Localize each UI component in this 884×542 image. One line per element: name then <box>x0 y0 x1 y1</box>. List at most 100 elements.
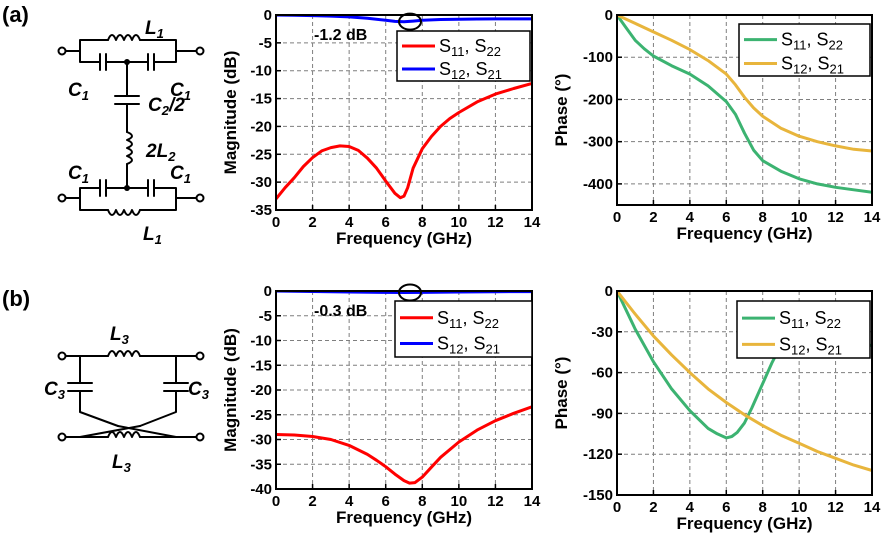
terminal-icon <box>195 46 205 56</box>
label-shunt-cap: C2/2 <box>148 95 185 118</box>
y-tick-label: -100 <box>583 49 613 66</box>
annotation-marker <box>398 12 422 31</box>
series-line-reflection <box>617 15 872 194</box>
wire <box>64 187 198 199</box>
x-tick-label: 14 <box>524 493 541 510</box>
x-tick-label: 10 <box>451 214 468 231</box>
y-tick-label: -300 <box>583 134 613 151</box>
x-tick-label: 12 <box>487 493 504 510</box>
terminal-icon <box>195 432 205 442</box>
terminal-icon <box>57 193 67 203</box>
label-shunt-ind: 2L2 <box>145 141 176 164</box>
x-tick-label: 14 <box>524 214 541 231</box>
x-tick-label: 12 <box>487 214 504 231</box>
y-tick-label: -35 <box>250 202 272 219</box>
terminal-icon <box>195 351 205 361</box>
y-tick-label: -60 <box>591 365 613 382</box>
legend-label-part: 22 <box>827 316 841 331</box>
y-tick-label: -150 <box>583 487 613 504</box>
panel-label-a: (a) <box>2 2 29 27</box>
x-axis-title: Frequency (GHz) <box>676 224 812 243</box>
circuit-a: L1 C1 C1 C2/2 2L2 C1 C1 L1 <box>57 18 205 247</box>
label-bottom-inductor: L1 <box>143 224 162 247</box>
legend-label-part: , S <box>805 308 827 328</box>
x-tick-label: 4 <box>686 499 695 516</box>
x-tick-label: 4 <box>345 493 354 510</box>
legend-label-part: , S <box>465 36 487 56</box>
inductor-icon <box>107 34 141 41</box>
y-tick-label: -15 <box>250 357 272 374</box>
legend-label: S11, S22 <box>781 30 843 53</box>
x-tick-label: 0 <box>613 499 621 516</box>
legend-label-part: , S <box>805 334 827 354</box>
inductor-icon <box>107 209 141 216</box>
label-cap-right: C1 <box>170 80 191 103</box>
label-cap-left: C1 <box>68 80 89 103</box>
label-cap-right-b: C3 <box>188 379 210 402</box>
annotation-label: -0.3 dB <box>314 303 367 320</box>
plot-frame <box>616 14 873 206</box>
legend-label-part: S <box>437 334 449 354</box>
y-tick-label: 0 <box>605 283 613 300</box>
legend-label-part: , S <box>807 30 829 50</box>
terminal-icon <box>57 432 67 442</box>
terminal-icon <box>57 46 67 56</box>
magnitude-chart-b: 0 2 4 6 8 10 12 14 0 -5 -10 -15 -20 -25 -30 -35 -40 Frequ… <box>221 283 541 527</box>
x-axis-title: Frequency (GHz) <box>676 514 812 533</box>
legend-label-part: 21 <box>486 342 500 357</box>
x-tick-label: 2 <box>649 209 657 226</box>
y-tick-label: -20 <box>250 118 272 135</box>
label-cap-right-2: C1 <box>170 163 191 186</box>
legend-label-part: , S <box>465 59 487 79</box>
inductor-icon <box>107 431 141 438</box>
series-line-reflection <box>276 405 532 485</box>
x-tick-label: 4 <box>686 209 695 226</box>
legend-label-part: 12 <box>451 67 465 82</box>
x-tick-label: 12 <box>827 209 844 226</box>
legend-box <box>738 23 871 77</box>
y-axis-title: Phase (°) <box>552 74 571 147</box>
x-axis-title: Frequency (GHz) <box>336 508 472 527</box>
y-tick-label: -40 <box>250 481 272 498</box>
legend-label-part: 21 <box>830 62 844 77</box>
label-cap-left-2: C1 <box>68 163 89 186</box>
x-tick-label: 2 <box>308 493 316 510</box>
legend-label: S12, S21 <box>439 59 502 82</box>
legend-label-part: S <box>439 59 451 79</box>
wire <box>79 197 177 211</box>
y-tick-label: -200 <box>583 91 613 108</box>
wire <box>79 355 177 427</box>
x-tick-label: 8 <box>759 209 767 226</box>
circuit-b: L3 C3 C3 L3 <box>44 324 210 475</box>
phase-chart-a: 0 2 4 6 8 10 12 14 0 -100 -200 -300 -400 Frequency (G… <box>552 7 881 243</box>
y-tick-label: -20 <box>250 382 272 399</box>
x-tick-label: 14 <box>864 499 881 516</box>
plot-frame <box>616 290 873 496</box>
x-tick-label: 12 <box>827 499 844 516</box>
x-tick-label: 10 <box>791 499 808 516</box>
y-tick-label: 0 <box>264 283 272 300</box>
legend-label: S12, S21 <box>779 334 842 357</box>
y-tick-label: -25 <box>250 146 272 163</box>
annotation-label: -1.2 dB <box>314 27 367 44</box>
capacitor-icon <box>99 179 107 197</box>
series-line-transmission <box>617 15 872 153</box>
x-tick-label: 8 <box>418 214 426 231</box>
y-tick-label: -25 <box>250 407 272 424</box>
capacitor-icon <box>99 53 107 71</box>
x-tick-label: 10 <box>791 209 808 226</box>
legend-label-part: 11 <box>451 44 465 59</box>
legend-label-part: 11 <box>791 316 805 331</box>
legend-box <box>396 30 531 82</box>
legend-label-part: S <box>439 36 451 56</box>
x-tick-label: 8 <box>418 493 426 510</box>
legend-label-part: 21 <box>488 67 502 82</box>
y-tick-label: -10 <box>250 63 272 80</box>
y-axis-title: Phase (°) <box>552 357 571 430</box>
x-tick-label: 8 <box>759 499 767 516</box>
x-tick-label: 10 <box>451 493 468 510</box>
legend-label: S12, S21 <box>437 334 500 357</box>
legend-label-part: 22 <box>485 316 499 331</box>
panel-label-b: (b) <box>2 286 30 311</box>
